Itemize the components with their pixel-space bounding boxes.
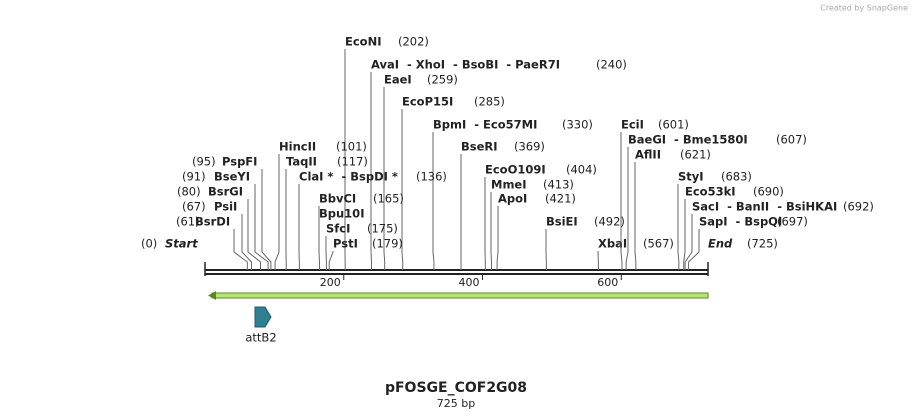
end-position: (725) (747, 237, 778, 251)
cut-site-position: (330) (562, 118, 593, 132)
cut-site-line (490, 192, 493, 270)
cut-site-position: (285) (474, 95, 505, 109)
cut-site-line (634, 162, 637, 270)
cut-site-line (620, 132, 623, 270)
enzyme-name: EcoO109I (485, 163, 546, 177)
cut-site-position: (259) (427, 73, 458, 87)
title: pFOSGE_COF2G08 (385, 380, 527, 396)
cut-site-position: (136) (416, 170, 447, 184)
cut-site-position: (202) (398, 35, 429, 49)
enzyme-name: ApoI (498, 192, 527, 206)
enzyme-name: AflII (635, 148, 661, 162)
cut-site-position: (95) (192, 155, 216, 169)
feature-arrow (254, 306, 272, 328)
enzyme-name: EaeI (384, 73, 412, 87)
enzyme-name: BseRI (461, 140, 498, 154)
cut-site-position: (117) (337, 155, 368, 169)
enzyme-name: MmeI (491, 178, 527, 192)
enzyme-name: TaqII (286, 155, 317, 169)
enzyme-name: BpmI - Eco57MI (433, 118, 537, 132)
cut-site-position: (369) (514, 140, 545, 154)
cut-site-line (677, 184, 680, 270)
cut-site-line (401, 109, 404, 270)
cut-site-line (688, 229, 700, 270)
cut-site-line (328, 251, 334, 270)
cut-site-position: (101) (336, 140, 367, 154)
cut-site-position: (80) (177, 185, 201, 199)
cut-site-line (496, 206, 499, 270)
enzyme-name: PstI (333, 237, 358, 251)
enzyme-name: SapI - BspQI (699, 215, 782, 229)
start-position: (0) (141, 237, 157, 251)
enzyme-name: Eco53kI (685, 185, 736, 199)
enzyme-name: PspFI (222, 155, 257, 169)
ruler-tick-label: 600 (597, 276, 618, 289)
feature-bar (211, 292, 709, 299)
cut-site-position: (165) (373, 192, 404, 206)
enzyme-name: BsrGI (208, 185, 243, 199)
cut-site-line (261, 169, 272, 270)
cut-site-position: (91) (182, 170, 206, 184)
cut-site-position: (567) (643, 237, 674, 251)
cut-site-position: (492) (594, 215, 625, 229)
cut-site-position: (601) (658, 118, 689, 132)
subtitle: 725 bp (437, 397, 475, 410)
cut-site-line (432, 132, 435, 270)
cut-site-line (683, 199, 686, 270)
cut-site-position: (697) (777, 215, 808, 229)
cut-site-position: (240) (596, 58, 627, 72)
enzyme-name: XbaI (598, 237, 627, 251)
feature-label: attB2 (245, 331, 276, 345)
enzyme-name: ClaI * - BspDI * (299, 170, 398, 184)
enzyme-name: EcoP15I (402, 95, 453, 109)
cut-site-position: (175) (367, 222, 398, 236)
enzyme-name: SacI - BanII - BsiHKAI (692, 200, 837, 214)
enzyme-name: EciI (621, 118, 644, 132)
cut-site-position: (413) (543, 178, 574, 192)
cut-site-position: (61) (176, 215, 200, 229)
cut-site-position: (683) (721, 170, 752, 184)
cut-site-position: (690) (753, 185, 784, 199)
cut-site-position: (421) (545, 192, 576, 206)
end-label: End (708, 237, 733, 251)
cut-site-line (241, 214, 252, 270)
enzyme-name: BaeGI - Bme1580I (628, 133, 748, 147)
enzyme-name: BsiEI (546, 215, 578, 229)
cut-site-line (247, 199, 262, 270)
enzyme-name: Bpu10I (319, 207, 364, 221)
cut-site-line (684, 214, 693, 270)
enzyme-name: BsrDI (195, 215, 230, 229)
enzyme-name: HincII (279, 140, 316, 154)
cut-site-position: (404) (566, 163, 597, 177)
cut-site-line (370, 72, 373, 270)
start-label: Start (165, 237, 198, 251)
cut-site-line (274, 154, 280, 270)
cut-site-line (383, 87, 386, 270)
enzyme-name: BbvCI (319, 192, 356, 206)
enzyme-name: StyI (678, 170, 704, 184)
cut-site-position: (621) (680, 148, 711, 162)
enzyme-name: BseYI (214, 170, 250, 184)
credit: Created by SnapGene (820, 4, 908, 13)
cut-site-position: (179) (372, 237, 403, 251)
ruler-tick-label: 400 (459, 276, 480, 289)
cut-site-line (254, 184, 269, 270)
enzyme-name: AvaI - XhoI - BsoBI - PaeR7I (371, 58, 560, 72)
cut-site-line (233, 229, 248, 270)
feature-bar-arrow (208, 291, 216, 300)
cut-site-position: (692) (843, 200, 874, 214)
ruler-tick-label: 200 (320, 276, 341, 289)
enzyme-name: SfcI (326, 222, 350, 236)
enzyme-name: PsiI (214, 200, 237, 214)
cut-site-position: (67) (182, 200, 206, 214)
cut-site-line (625, 147, 629, 270)
enzyme-name: EcoNI (345, 35, 381, 49)
cut-site-position: (607) (776, 133, 807, 147)
